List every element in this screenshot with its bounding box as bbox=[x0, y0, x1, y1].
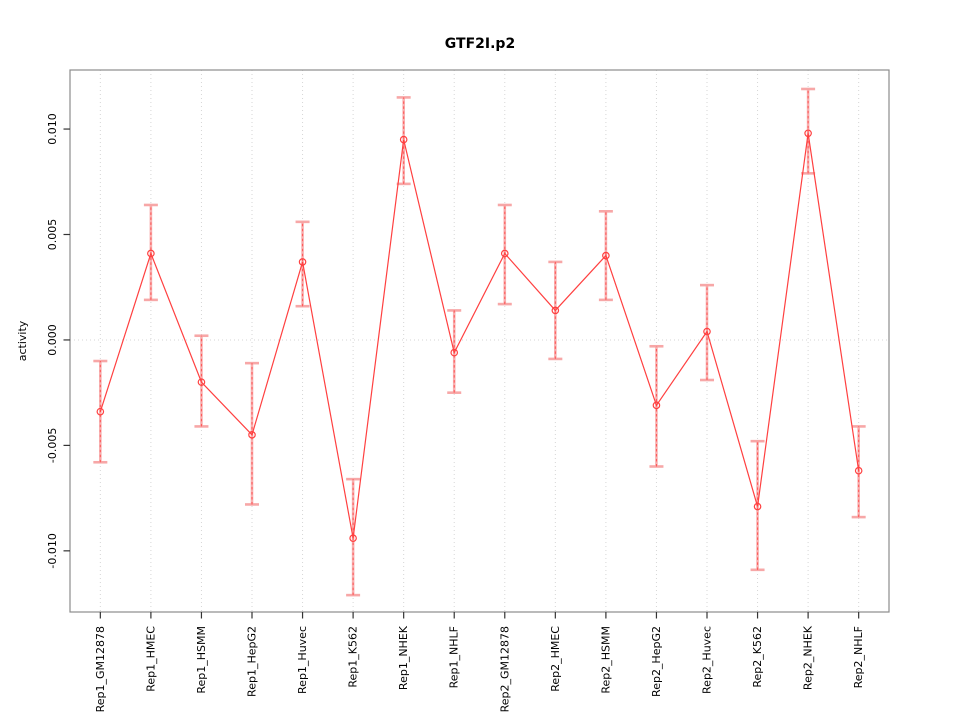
data-point-marker bbox=[298, 258, 307, 266]
x-tick-label: Rep2_K562 bbox=[751, 626, 764, 688]
data-point-marker bbox=[349, 534, 357, 542]
x-tick-label: Rep2_NHLF bbox=[852, 626, 865, 688]
x-tick-label: Rep1_GM12878 bbox=[94, 626, 107, 712]
data-point-marker bbox=[147, 249, 155, 258]
x-tick-label: Rep1_HepG2 bbox=[246, 626, 259, 697]
chart-title: GTF2I.p2 bbox=[444, 36, 516, 52]
data-point-marker bbox=[551, 306, 560, 315]
x-tick-label: Rep1_NHLF bbox=[448, 626, 461, 688]
x-tick-label: Rep1_NHEK bbox=[397, 625, 410, 690]
data-point-marker bbox=[96, 407, 105, 416]
x-tick-label: Rep2_GM12878 bbox=[498, 626, 511, 712]
y-tick-label: 0.000 bbox=[46, 324, 59, 356]
data-point-marker bbox=[804, 129, 812, 138]
x-tick-label: Rep2_HMEC bbox=[549, 626, 562, 692]
data-point-marker bbox=[753, 502, 762, 511]
data-point-marker bbox=[399, 135, 408, 144]
y-tick-label: -0.010 bbox=[46, 533, 59, 568]
plot-box bbox=[69, 69, 890, 613]
x-tick-label: Rep1_K562 bbox=[347, 626, 360, 688]
data-point-marker bbox=[652, 401, 661, 410]
data-point-marker bbox=[703, 327, 711, 336]
y-tick-label: 0.010 bbox=[46, 113, 59, 145]
data-point-marker bbox=[602, 251, 610, 260]
y-tick-label: -0.005 bbox=[46, 428, 59, 463]
data-point-marker bbox=[854, 466, 863, 475]
y-axis-title: activity bbox=[16, 320, 29, 361]
data-point-marker bbox=[197, 378, 206, 386]
y-tick-label: 0.005 bbox=[46, 219, 59, 251]
x-tick-label: Rep2_Huvec bbox=[701, 626, 714, 694]
x-tick-label: Rep1_HMEC bbox=[144, 626, 157, 692]
x-tick-label: Rep2_NHEK bbox=[802, 625, 815, 690]
data-point-marker bbox=[450, 348, 459, 357]
data-point-marker bbox=[248, 431, 256, 439]
data-point-marker bbox=[500, 249, 509, 258]
x-tick-label: Rep1_Huvec bbox=[296, 626, 309, 694]
x-tick-label: Rep2_HSMM bbox=[599, 626, 612, 694]
x-tick-label: Rep2_HepG2 bbox=[650, 626, 663, 697]
x-tick-label: Rep1_HSMM bbox=[195, 626, 208, 694]
series-line bbox=[99, 133, 860, 539]
